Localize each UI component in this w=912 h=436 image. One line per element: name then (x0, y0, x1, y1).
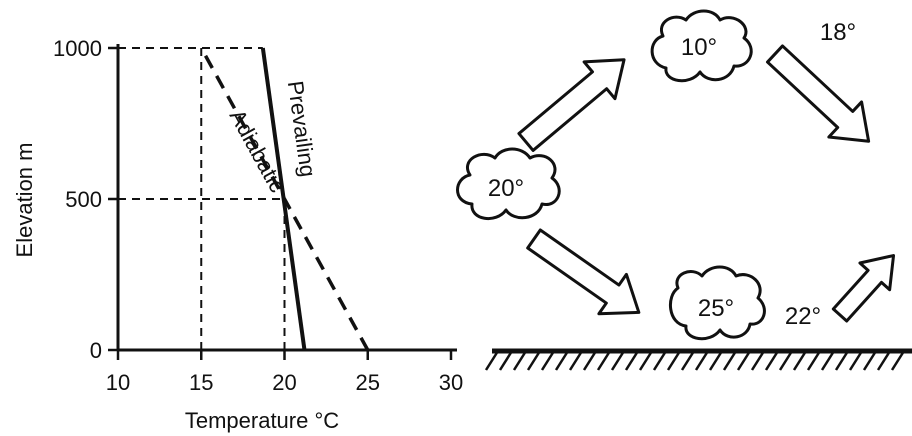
hatch-mark (694, 350, 710, 371)
hatch-mark (624, 350, 640, 371)
ground-hatching (484, 350, 906, 371)
hatch-mark (526, 350, 542, 371)
hatch-mark (848, 350, 864, 371)
hatch-mark (792, 350, 808, 371)
hatch-mark (820, 350, 836, 371)
axes (116, 44, 457, 352)
series-label-adiabatic: Adiabatic (225, 105, 291, 196)
arrow-up-left (517, 58, 626, 152)
arrow-top-right (765, 44, 871, 143)
arrow-down-to-ground (526, 228, 641, 316)
hatch-mark (666, 350, 682, 371)
x-tick-label: 25 (356, 370, 380, 395)
reference-lines (118, 47, 286, 350)
hatch-mark (750, 350, 766, 371)
cloud-cycle-diagram: 20° 10° 25° 18° 22° (456, 9, 912, 371)
hatch-mark (680, 350, 696, 371)
hatch-mark (708, 350, 724, 371)
hatch-mark (568, 350, 584, 371)
hatch-mark (484, 350, 500, 371)
y-axis-title: Elevation m (12, 143, 37, 258)
hatch-mark (512, 350, 528, 371)
hatch-mark (540, 350, 556, 371)
hatch-mark (778, 350, 794, 371)
x-tick-label: 30 (439, 370, 463, 395)
cloud-left-label: 20° (488, 175, 524, 202)
cloud-left: 20° (456, 147, 561, 220)
cloud-ground: 25° (669, 265, 766, 341)
temperature-label-top-right: 18° (820, 19, 856, 46)
hatch-mark (722, 350, 738, 371)
ground (484, 348, 912, 371)
hatch-mark (834, 350, 850, 371)
hatch-mark (610, 350, 626, 371)
hatch-mark (596, 350, 612, 371)
hatch-mark (736, 350, 752, 371)
series-line-prevailing (260, 47, 307, 351)
x-ticks: 10 15 20 25 30 (106, 350, 463, 395)
hatch-mark (652, 350, 668, 371)
hatch-mark (582, 350, 598, 371)
hatch-mark (890, 350, 906, 371)
y-tick-label: 1000 (53, 36, 102, 61)
hatch-mark (876, 350, 892, 371)
x-tick-label: 20 (272, 370, 296, 395)
arrow-ground-up-right (831, 254, 896, 323)
series-label-prevailing: Prevailing (283, 79, 321, 178)
x-tick-label: 15 (189, 370, 213, 395)
cloud-top: 10° (650, 9, 753, 83)
hatch-mark (498, 350, 514, 371)
hatch-mark (554, 350, 570, 371)
x-tick-label: 10 (106, 370, 130, 395)
x-axis-title: Temperature °C (185, 408, 339, 433)
hatch-mark (806, 350, 822, 371)
y-ticks: 0 500 1000 (53, 36, 118, 363)
hatch-mark (638, 350, 654, 371)
temperature-label-bottom-right: 22° (785, 303, 821, 330)
hatch-mark (764, 350, 780, 371)
y-tick-label: 0 (90, 338, 102, 363)
series-lines (199, 47, 370, 351)
cloud-ground-label: 25° (698, 295, 734, 322)
cloud-top-label: 10° (681, 34, 717, 61)
hatch-mark (862, 350, 878, 371)
y-tick-label: 500 (65, 187, 102, 212)
